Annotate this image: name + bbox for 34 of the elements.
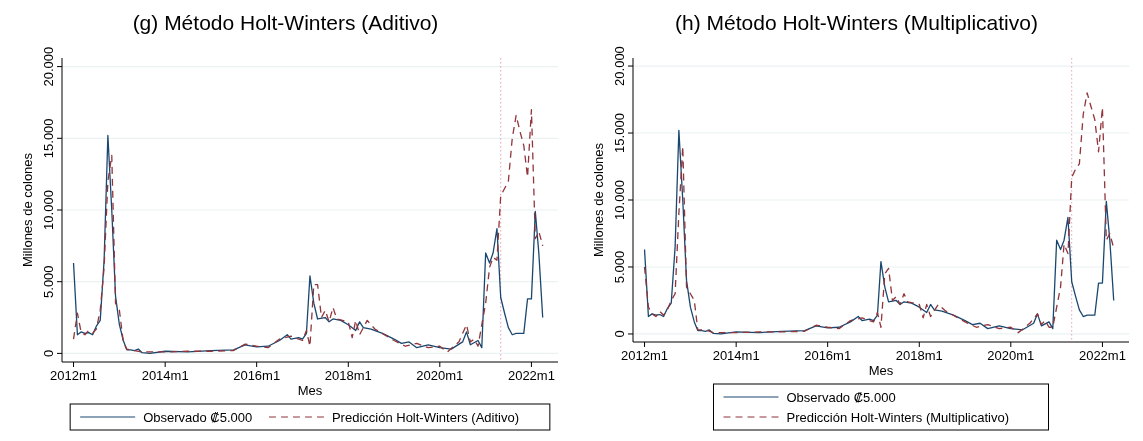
chart-title: (g) Método Holt-Winters (Aditivo) (132, 11, 439, 34)
y-tick-label: 10.000 (612, 180, 627, 220)
x-axis-title: Mes (868, 363, 894, 378)
line-series (643, 129, 1115, 335)
legend-label: Predicción Holt-Winters (Multiplicativo) (786, 409, 1009, 425)
legend-label: Predicción Holt-Winters (Aditivo) (331, 409, 520, 425)
legend-label: Observado ₡5.000 (143, 409, 253, 425)
x-tick-label: 2022m1 (507, 368, 555, 383)
x-tick-label: 2016m1 (233, 368, 281, 383)
x-tick-label: 2020m1 (987, 348, 1035, 363)
line-series (643, 92, 1115, 334)
y-axis-title: Millones de colones (591, 142, 606, 258)
x-tick-label: 2014m1 (141, 368, 189, 383)
y-axis-title: Millones de colones (20, 152, 35, 268)
chart-title: (h) Método Holt-Winters (Multiplicativo) (675, 11, 1038, 34)
y-tick-label: 5.000 (612, 250, 627, 284)
y-tick-label: 5.000 (41, 265, 56, 298)
x-tick-label: 2018m1 (324, 368, 372, 383)
x-tick-label: 2016m1 (804, 348, 852, 363)
x-tick-label: 2018m1 (895, 348, 943, 363)
x-tick-label: 2022m1 (1078, 348, 1126, 363)
y-tick-label: 15.000 (41, 118, 56, 159)
y-tick-label: 15.000 (612, 113, 627, 153)
y-tick-label: 20.000 (41, 46, 56, 87)
legend-label: Observado ₡5.000 (786, 389, 896, 405)
x-tick-label: 2014m1 (712, 348, 760, 363)
x-tick-label: 2012m1 (50, 368, 98, 383)
x-tick-label: 2012m1 (621, 348, 669, 363)
y-tick-label: 0 (41, 349, 56, 358)
y-tick-label: 10.000 (41, 190, 56, 230)
x-tick-label: 2020m1 (416, 368, 464, 383)
y-tick-label: 0 (612, 330, 627, 338)
x-axis-title: Mes (297, 383, 323, 398)
y-tick-label: 20.000 (612, 46, 627, 86)
